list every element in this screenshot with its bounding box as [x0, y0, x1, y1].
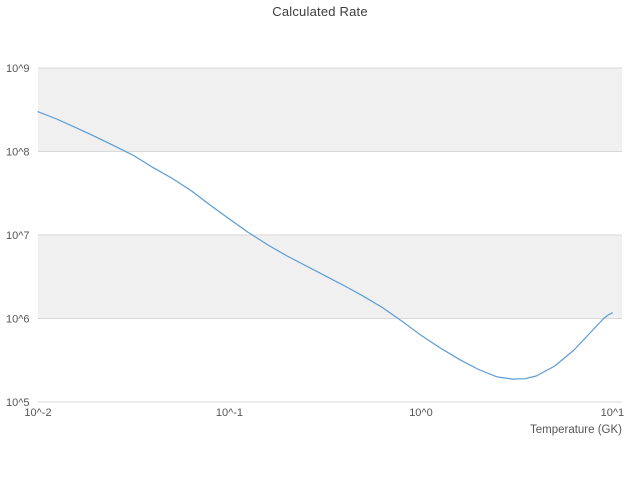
background-band: [38, 235, 622, 319]
x-tick-label: 10^1: [601, 407, 625, 419]
x-tick-label: 10^0: [409, 407, 433, 419]
x-tick-label: 10^-1: [216, 407, 243, 419]
chart-title: Calculated Rate: [272, 4, 368, 19]
y-tick-label: 10^5: [6, 397, 30, 409]
y-tick-label: 10^6: [6, 314, 30, 326]
rate-line: [37, 111, 613, 380]
x-axis-label: Temperature (GK): [529, 424, 622, 436]
background-band: [38, 68, 622, 152]
y-tick-label: 10^8: [6, 147, 30, 159]
y-tick-label: 10^7: [6, 230, 30, 242]
x-tick-label: 10^-2: [24, 407, 51, 419]
y-tick-label: 10^9: [6, 63, 30, 75]
